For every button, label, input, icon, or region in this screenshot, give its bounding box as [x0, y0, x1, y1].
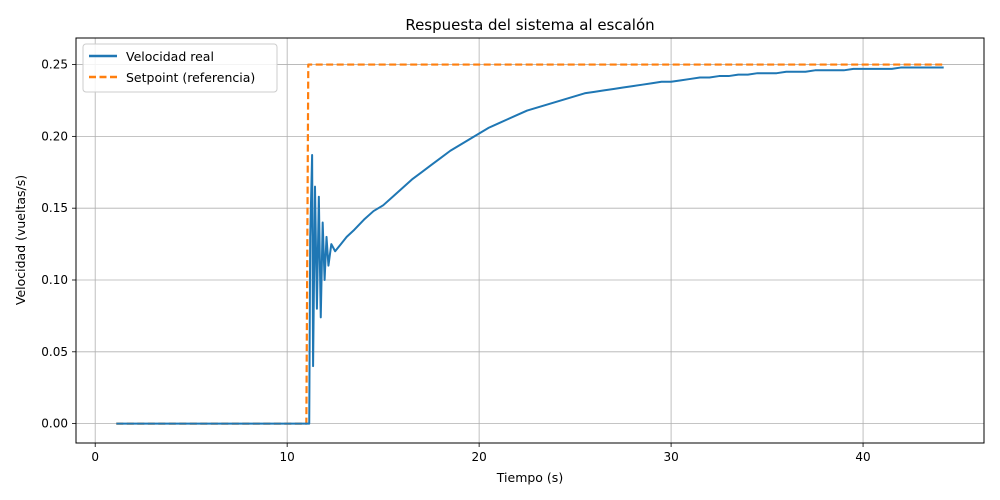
- y-tick-label: 0.20: [41, 129, 68, 143]
- x-tick-label: 10: [280, 450, 295, 464]
- series-layer: [116, 63, 944, 425]
- ticks: 0 10 20 30 40 0.00 0.05 0.10 0.15 0.20 0.25: [41, 58, 870, 464]
- y-tick-label: 0.10: [41, 273, 68, 287]
- series-line-velocidad-real: [116, 66, 944, 425]
- x-tick-label: 0: [91, 450, 99, 464]
- y-tick-label: 0.25: [41, 58, 68, 72]
- x-tick-label: 30: [663, 450, 678, 464]
- x-tick-label: 40: [855, 450, 870, 464]
- y-tick-label: 0.15: [41, 201, 68, 215]
- legend-box: [82, 43, 278, 93]
- y-tick-label: 0.05: [41, 345, 68, 359]
- legend-label-real: Velocidad real: [126, 49, 214, 64]
- legend: Velocidad real Setpoint (referencia): [82, 43, 278, 93]
- x-axis-label: Tiempo (s): [496, 470, 563, 485]
- chart-title: Respuesta del sistema al escalón: [405, 16, 654, 34]
- y-axis-label: Velocidad (vueltas/s): [13, 175, 28, 305]
- legend-label-setpoint: Setpoint (referencia): [126, 70, 255, 85]
- x-tick-label: 20: [471, 450, 486, 464]
- y-tick-label: 0.00: [41, 417, 68, 431]
- axes-frame: [75, 37, 985, 444]
